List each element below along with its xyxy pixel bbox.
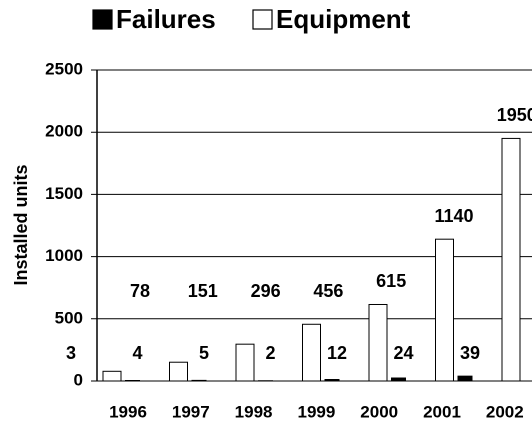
y-tick-label: 0 — [74, 370, 83, 389]
y-tick-label: 2500 — [45, 59, 83, 78]
data-label: 5 — [199, 343, 209, 363]
data-label: 24 — [393, 343, 413, 363]
bar — [324, 379, 340, 382]
data-label: 12 — [327, 343, 347, 363]
bar — [501, 137, 521, 382]
x-tick-label: 1998 — [235, 402, 273, 421]
y-tick-label: 1500 — [45, 184, 83, 203]
legend-label: Equipment — [276, 4, 411, 34]
y-tick-label: 500 — [55, 308, 83, 327]
x-tick-label: 1996 — [109, 402, 147, 421]
data-label: 296 — [251, 281, 281, 301]
data-label: 615 — [376, 271, 406, 291]
bar — [191, 379, 207, 382]
bar — [302, 323, 321, 382]
data-label: 2 — [265, 343, 275, 363]
x-tick-label: 2002 — [486, 402, 524, 421]
data-label: 4 — [132, 343, 142, 363]
bar — [368, 303, 388, 382]
data-label: 3 — [66, 343, 76, 363]
x-tick-label: 2000 — [360, 402, 398, 421]
y-tick-label: 1000 — [45, 246, 83, 265]
data-label: 151 — [188, 281, 218, 301]
bar — [457, 375, 473, 382]
data-label: 39 — [460, 343, 480, 363]
y-tick-label: 2000 — [45, 122, 83, 141]
data-label: 456 — [313, 281, 343, 301]
data-label: 1950 — [497, 105, 532, 125]
legend-swatch — [252, 9, 273, 30]
x-tick-label: 2001 — [423, 402, 461, 421]
data-label: 78 — [130, 281, 150, 301]
bar — [169, 361, 188, 382]
bar — [391, 377, 406, 382]
y-axis-title: Installed units — [11, 164, 31, 285]
legend-swatch — [92, 9, 113, 30]
x-tick-label: 1999 — [297, 402, 335, 421]
legend-label: Failures — [116, 4, 216, 34]
bar — [235, 343, 255, 382]
bar — [435, 238, 454, 382]
bar — [102, 370, 122, 382]
x-tick-label: 1997 — [172, 402, 210, 421]
data-label: 1140 — [434, 206, 473, 226]
